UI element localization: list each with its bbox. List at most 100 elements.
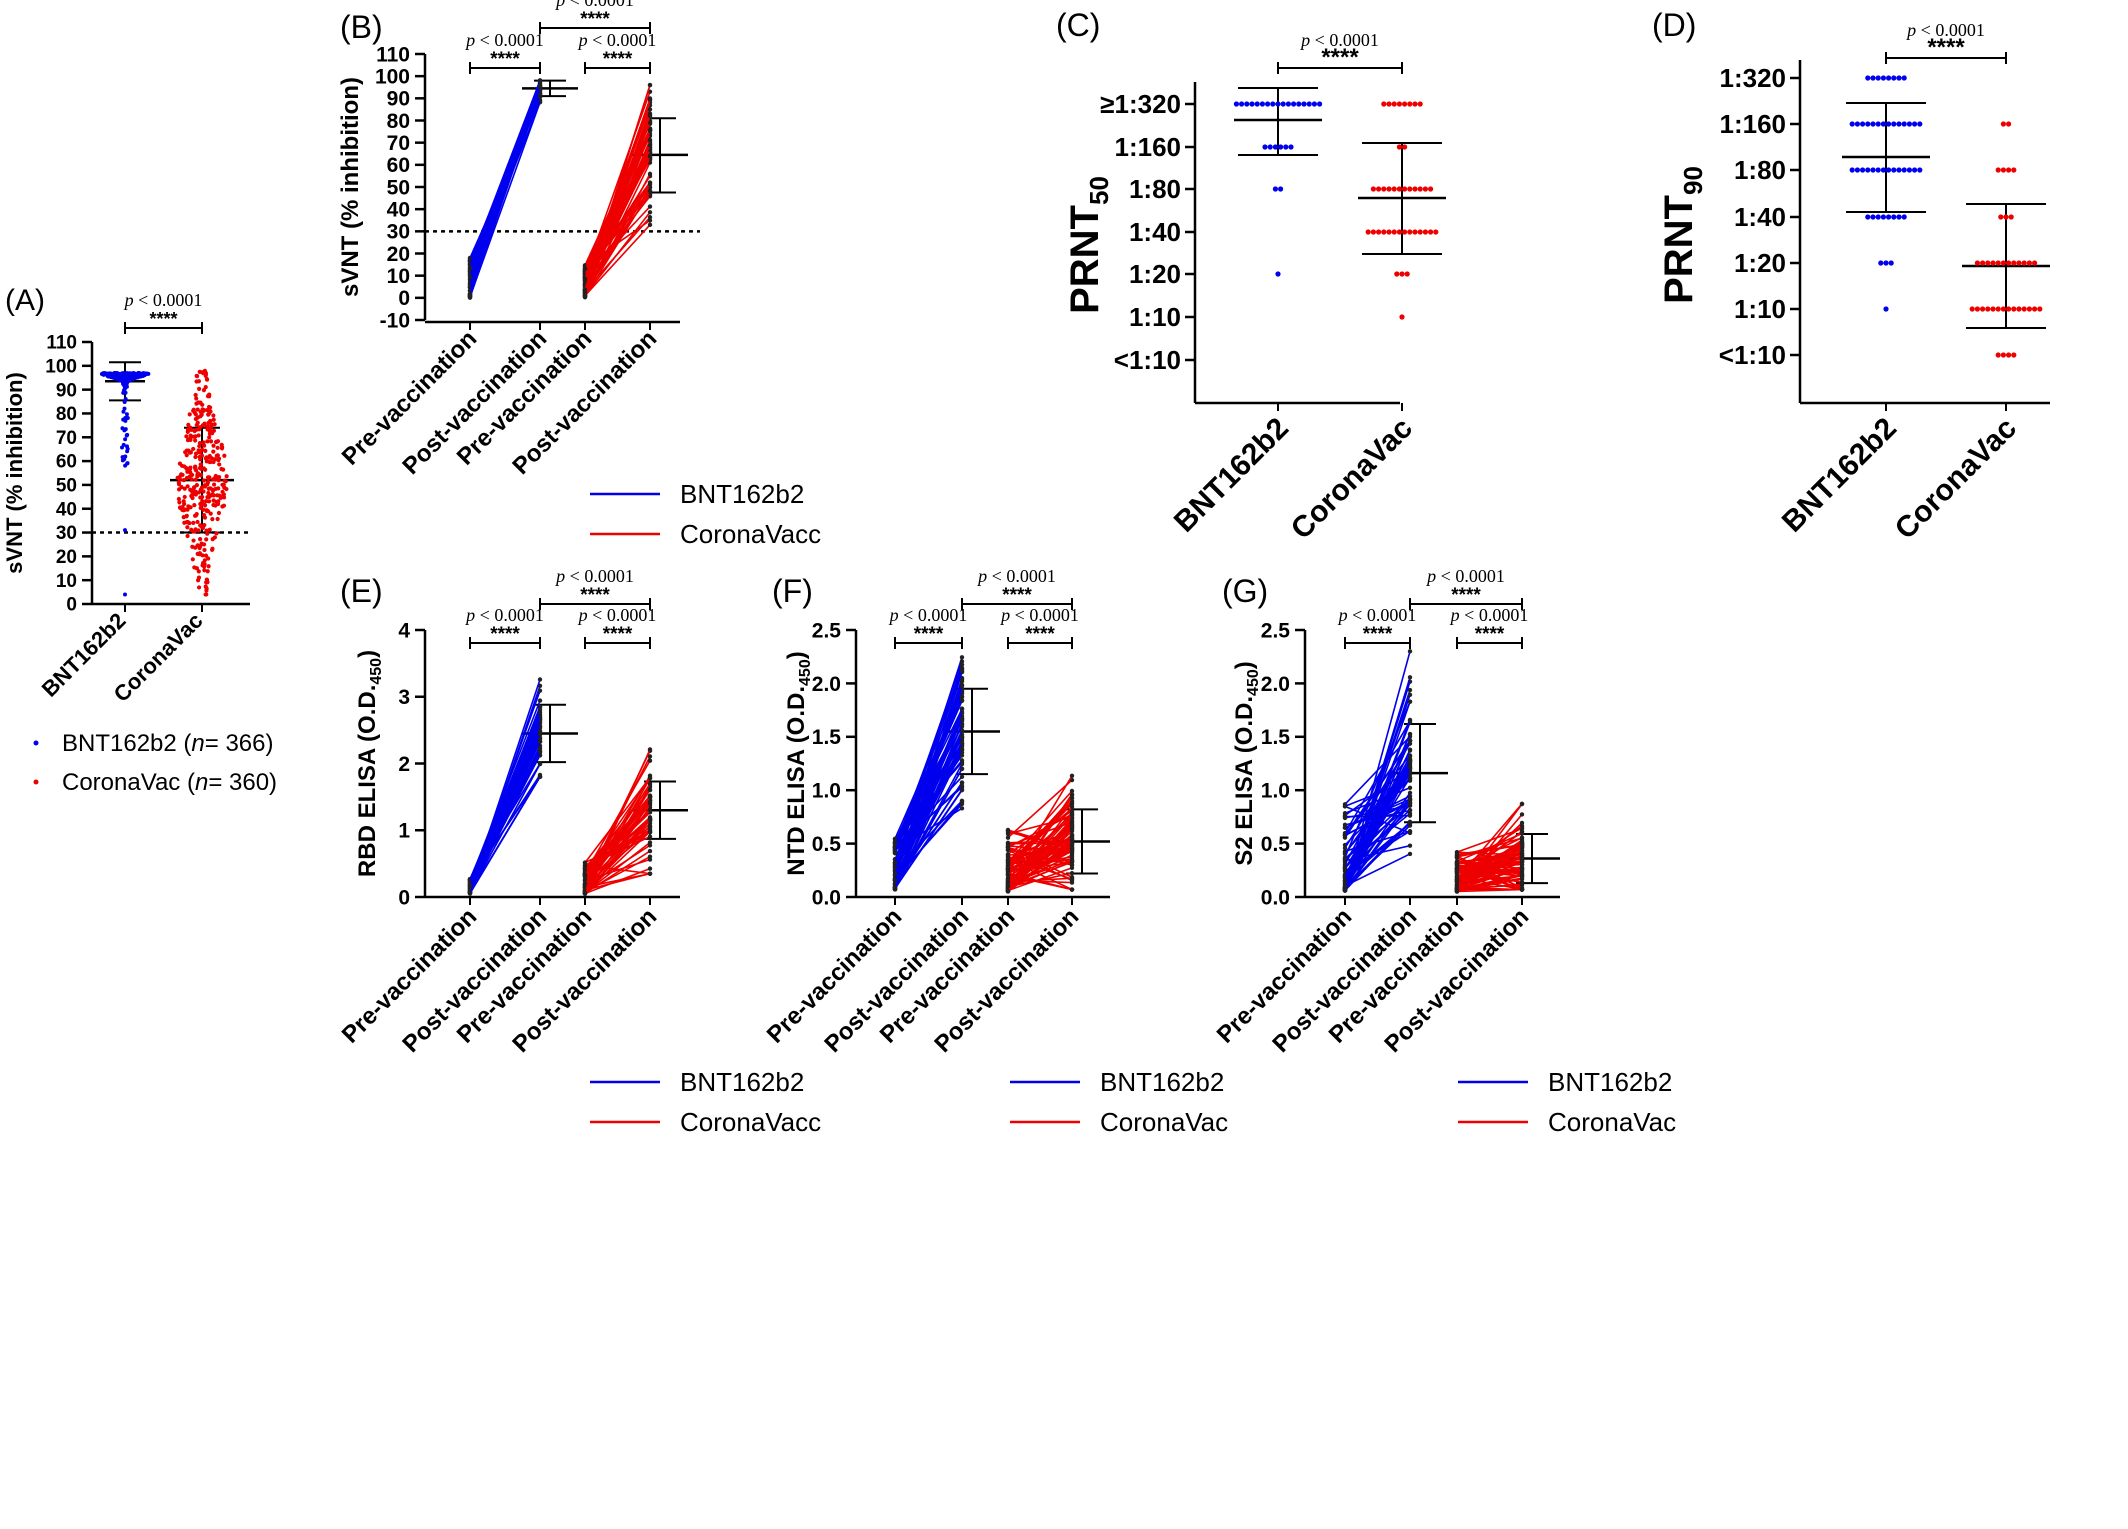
data-point [1875,75,1881,81]
data-point [1995,260,2001,266]
data-point [647,171,653,177]
data-point [2000,121,2006,127]
y-tick-label: 0.0 [1261,886,1290,909]
data-point [1896,214,1902,220]
data-point [1005,852,1011,858]
data-point [192,565,197,570]
data-point [1381,186,1387,192]
data-point [647,801,653,806]
data-point [1069,823,1075,829]
paired-line [1344,803,1411,892]
data-point [130,371,135,376]
data-point [1912,121,1918,127]
data-point [2032,306,2038,312]
data-point [1275,101,1281,107]
data-point [1901,75,1907,81]
data-point [206,412,211,417]
data-point [196,379,202,384]
data-point [1386,229,1392,235]
data-point [1069,813,1075,818]
significance-stars: **** [490,624,520,645]
data-point [182,520,187,525]
data-point [194,401,199,406]
data-point [1985,306,1991,312]
data-point [647,795,653,800]
data-point [647,188,653,193]
data-point [1396,144,1402,150]
data-point [2006,167,2012,173]
data-point [198,537,203,542]
data-point [1519,829,1525,835]
paired-line [584,831,651,894]
data-point [1069,862,1075,868]
data-point [185,484,190,489]
x-tick-label: BNT162b2 [1776,412,1903,539]
x-tick-label: CoronaVac [1285,412,1419,546]
data-point [1906,121,1912,127]
data-point [204,588,209,593]
data-point [177,500,182,505]
y-tick-label: 90 [56,380,77,401]
p-symbol: p [1337,605,1348,625]
paired-line [1007,839,1073,893]
y-axis-label: S2 ELISA (O.D.450) [1231,661,1262,866]
data-point [1896,75,1902,81]
data-point [1901,121,1907,127]
data-point [197,386,202,391]
y-axis-label-end: ) [783,651,810,659]
data-point [190,557,195,562]
data-point [1407,687,1413,693]
y-axis-label-subscript: 90 [1678,166,1708,195]
data-point [537,698,543,703]
data-point [1396,186,1402,192]
data-point [1888,260,1894,266]
data-point [192,428,197,434]
significance-stars: **** [1363,624,1393,645]
data-point [1454,860,1460,866]
data-point [2011,306,2017,312]
data-point [959,694,965,699]
legend-paren: ) [266,730,274,757]
data-point [582,276,588,282]
legend-entry: BNT162b2 [1548,1067,1672,1097]
data-point [1069,834,1075,840]
data-point [1865,75,1871,81]
data-point [1311,101,1317,107]
data-point [1519,812,1525,817]
data-point [1875,121,1881,127]
data-point [197,454,202,460]
legend-entry: CoronaVacc [680,519,821,549]
data-point [1381,229,1387,235]
data-point [2000,260,2006,266]
coronavac-paired-lines [582,747,653,896]
data-point [1407,807,1413,813]
paired-line [469,87,541,295]
data-point [193,545,198,550]
data-point [1917,167,1923,173]
data-point [217,493,222,498]
data-point [1407,738,1413,743]
p-number: < 0.0001 [1460,605,1529,625]
data-point [1249,101,1255,107]
data-point [1275,271,1281,277]
data-point [1278,144,1284,150]
coronavac-paired-lines [1005,773,1075,894]
data-point [1407,798,1413,803]
data-point [1267,144,1273,150]
data-point [215,453,220,458]
data-point [1912,167,1918,173]
y-tick-label: 0.5 [812,833,842,856]
data-point [959,662,965,667]
data-point [130,375,135,380]
data-point [125,449,130,454]
legend-entry: CoronaVacc [680,1107,821,1137]
data-point [959,774,965,779]
p-symbol: p [1299,30,1310,50]
data-point [1386,101,1392,107]
y-axis-label-main: NTD ELISA (O.D. [783,686,810,876]
p-symbol: p [999,605,1010,625]
y-tick-label: 1:10 [1734,294,1786,324]
p-value-label: p < 0.0001 [1337,605,1417,625]
data-point [1849,167,1855,173]
data-point [1896,121,1902,127]
